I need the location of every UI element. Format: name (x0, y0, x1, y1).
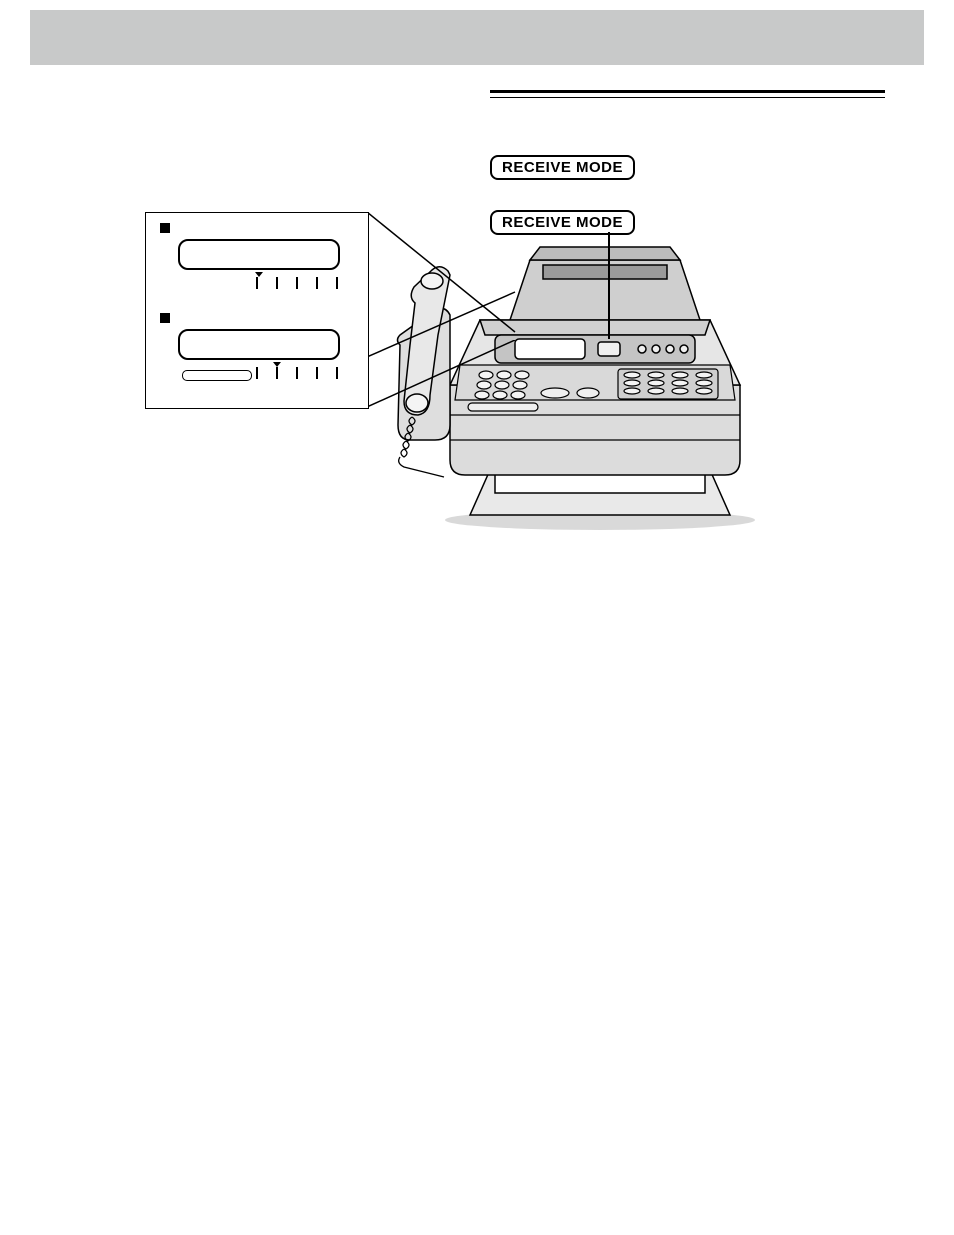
lcd-display (178, 239, 338, 291)
lcd-callout-box (145, 212, 369, 409)
lcd-state-1 (160, 223, 354, 291)
lcd-state-2 (160, 313, 354, 381)
instruction-row-1: RECEIVE MODE (490, 155, 890, 180)
lcd-display (178, 329, 338, 381)
callout-leader-line-bottom (367, 340, 537, 420)
lcd-tick-marks (178, 277, 338, 291)
lcd-screen (178, 329, 340, 360)
bullet-icon (160, 313, 170, 323)
pointer-leader-line (608, 232, 610, 339)
header-bar (30, 10, 924, 65)
section-divider (490, 90, 885, 98)
lcd-screen (178, 239, 340, 270)
bullet-icon (160, 223, 170, 233)
manual-page: RECEIVE MODE RECEIVE MODE (0, 0, 954, 1235)
receive-mode-button-label: RECEIVE MODE (490, 155, 635, 180)
lcd-tick-marks (178, 367, 338, 381)
